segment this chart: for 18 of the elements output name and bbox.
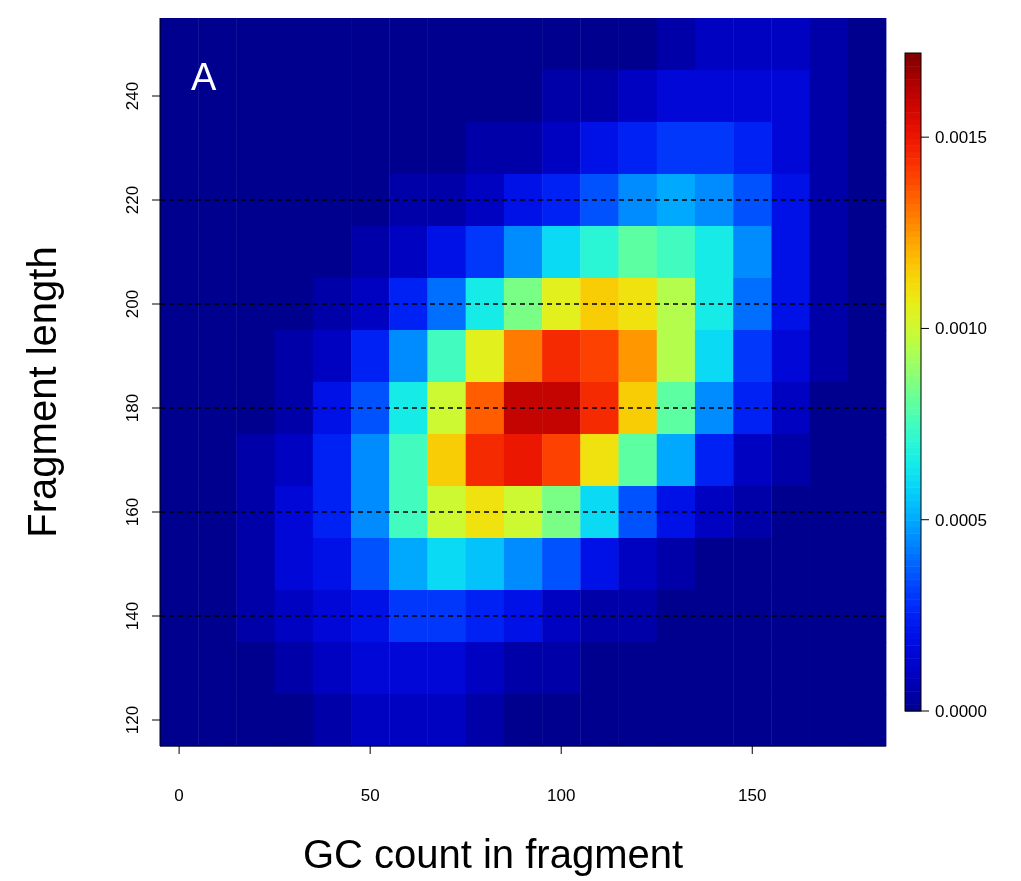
color-bar-label: 0.0000 [935,702,987,721]
annotation: A [191,56,217,98]
x-tick-label: 0 [174,786,184,805]
color-bar-label: 0.0005 [935,510,987,530]
y-tick-label: 140 [123,601,142,631]
y-tick-label: 180 [123,393,142,423]
x-tick-label: 100 [547,786,576,805]
color-bar-label: 0.0015 [935,128,987,148]
x-tick-label: 50 [360,786,380,805]
x-axis-title: GC count in fragment [302,832,684,876]
color-bar-label: 0.0010 [935,319,987,339]
y-axis-title: Fragment length [20,246,64,538]
y-tick-label: 220 [123,185,142,215]
y-tick-label: 240 [123,81,142,111]
x-tick-label: 150 [738,786,767,805]
y-tick-label: 200 [123,289,142,319]
y-tick-label: 160 [123,497,142,527]
y-tick-label: 120 [123,705,142,735]
